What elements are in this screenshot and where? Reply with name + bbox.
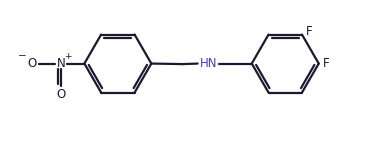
- Text: HN: HN: [200, 57, 218, 70]
- Text: +: +: [65, 52, 72, 61]
- Text: F: F: [323, 57, 330, 70]
- Text: F: F: [306, 25, 313, 38]
- Text: O: O: [27, 57, 36, 70]
- Text: N: N: [57, 57, 65, 70]
- Text: O: O: [56, 88, 65, 101]
- Text: −: −: [17, 51, 26, 61]
